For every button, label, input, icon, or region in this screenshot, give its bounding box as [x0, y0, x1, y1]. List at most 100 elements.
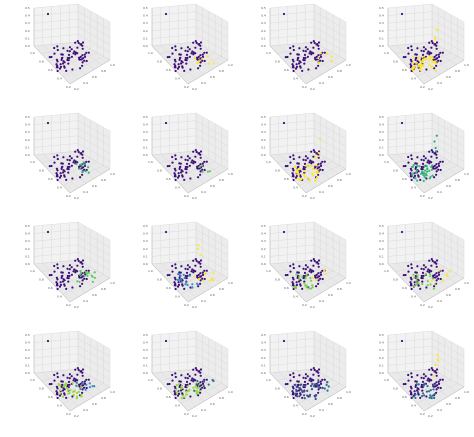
x-tick-label: 0.8 — [393, 278, 398, 282]
data-point — [56, 372, 59, 375]
highlight-point — [304, 164, 307, 167]
y-tick-label: 1.0 — [110, 281, 115, 285]
data-point — [415, 53, 418, 56]
y-tick-label: 0.8 — [455, 178, 460, 182]
data-point — [292, 387, 295, 390]
z-tick-label: 0.1 — [25, 145, 30, 149]
data-point — [184, 383, 187, 387]
highlight-point — [208, 62, 211, 65]
data-point — [415, 380, 418, 383]
x-tick-label: 1.0 — [30, 160, 35, 164]
data-point — [301, 287, 304, 290]
data-point — [196, 56, 199, 59]
data-point — [303, 162, 307, 165]
data-point — [67, 277, 70, 280]
data-point — [441, 269, 444, 272]
data-point — [304, 50, 307, 53]
data-point — [85, 59, 88, 63]
grid-line — [180, 165, 222, 186]
x-tick-label: 0.8 — [39, 387, 44, 391]
data-point — [433, 285, 436, 288]
data-point — [174, 154, 177, 157]
data-point — [317, 371, 320, 374]
grid-line — [305, 260, 339, 283]
data-point — [67, 386, 70, 389]
z-tick-label: 0.0 — [25, 371, 30, 375]
data-point — [203, 386, 206, 390]
highlight-point — [303, 175, 307, 178]
highlight-group — [75, 381, 96, 391]
highlight-point — [62, 385, 65, 388]
data-point — [439, 378, 442, 381]
data-point — [78, 165, 81, 168]
data-point — [407, 379, 410, 382]
z-tick-label: 0.0 — [261, 153, 266, 157]
highlight-point — [303, 394, 306, 397]
data-point — [80, 167, 83, 170]
data-point — [310, 53, 313, 56]
highlight-point — [195, 390, 198, 394]
highlight-point — [193, 389, 196, 392]
data-point — [297, 389, 301, 392]
data-point — [60, 167, 63, 170]
data-point — [81, 153, 84, 156]
y-tick-label: 1.0 — [346, 390, 351, 394]
data-point — [180, 156, 183, 159]
y-tick-label: 0.6 — [210, 184, 215, 188]
highlight-point — [82, 161, 85, 164]
x-tick-label: 0.4 — [57, 186, 62, 190]
data-point — [422, 274, 425, 277]
data-point — [80, 58, 83, 61]
data-point — [184, 165, 187, 169]
highlight-point — [202, 380, 206, 383]
data-point — [79, 43, 82, 46]
data-point — [289, 155, 292, 159]
x-tick-label: 0.8 — [275, 278, 280, 282]
highlight-point — [198, 59, 201, 62]
data-point — [323, 378, 326, 381]
data-point — [404, 55, 407, 59]
data-point — [66, 165, 69, 169]
data-point — [62, 47, 65, 50]
data-point — [435, 153, 438, 156]
y-tick-label: 0.4 — [319, 81, 324, 85]
x-tick-label: 1.0 — [30, 269, 35, 273]
highlight-point — [314, 397, 317, 401]
data-point — [199, 173, 202, 176]
highlight-point — [75, 162, 78, 165]
data-point — [199, 272, 202, 275]
data-point — [184, 274, 187, 278]
highlight-point — [314, 168, 318, 171]
data-point — [323, 160, 326, 163]
scatter3d-svg: 0.00.10.20.30.40.51.00.80.60.40.2 0.20.40… — [379, 3, 469, 91]
data-point — [179, 171, 183, 174]
data-point — [430, 270, 433, 273]
data-point — [177, 63, 180, 66]
data-point — [188, 382, 191, 385]
grid-line — [296, 43, 331, 70]
highlight-point — [415, 61, 418, 64]
y-tick-label: 0.2 — [74, 87, 79, 91]
data-point — [166, 274, 169, 277]
data-point — [410, 266, 413, 270]
back-pane-right — [432, 331, 464, 387]
z-tick-label: 0.5 — [143, 115, 148, 119]
data-point — [203, 277, 206, 281]
data-point — [435, 381, 438, 384]
highlight-point — [174, 388, 178, 391]
highlight-point — [304, 277, 307, 280]
data-point — [304, 264, 307, 267]
data-point — [67, 62, 70, 65]
data-point — [58, 394, 62, 397]
data-point — [430, 264, 433, 267]
highlight-point — [415, 279, 418, 282]
data-point — [292, 169, 295, 172]
x-tick-label: 0.8 — [393, 387, 398, 391]
data-point — [81, 44, 84, 47]
scatter3d-panel-3: 0.0 0.1 0.2 0.3 0.4 0.5 1.0 0.8 0.6 0.4 0.2 0.2 0.4 0… — [236, 0, 354, 109]
y-tick-label: 0.6 — [446, 293, 451, 297]
highlight-point — [183, 396, 186, 399]
data-point — [435, 368, 439, 371]
z-tick-label: 0.0 — [143, 371, 148, 375]
highlight-point — [72, 393, 75, 396]
